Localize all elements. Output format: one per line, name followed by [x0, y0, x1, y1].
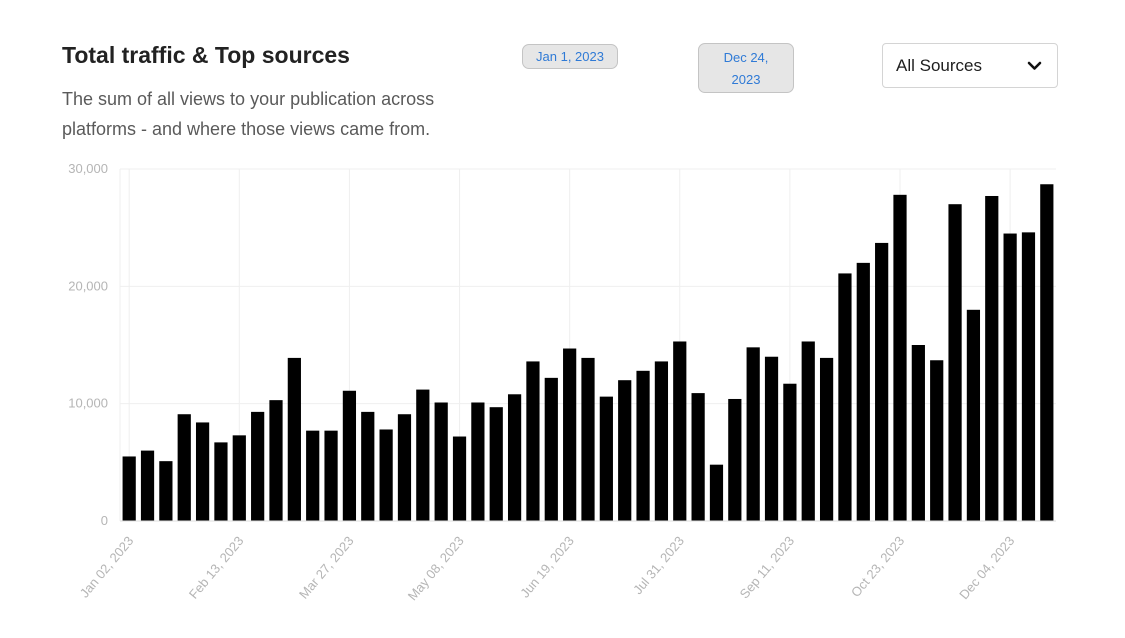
bar [728, 398, 742, 521]
source-select[interactable]: All Sources [882, 43, 1058, 88]
bar [122, 456, 136, 521]
x-tick-label: Jun 19, 2023 [517, 533, 577, 600]
start-date-button[interactable]: Jan 1, 2023 [522, 44, 618, 69]
bar [966, 309, 981, 521]
bar [416, 389, 430, 521]
bar [324, 430, 338, 521]
bar [1021, 232, 1036, 522]
bar [636, 370, 650, 521]
y-tick-label: 10,000 [68, 396, 108, 411]
end-date-button[interactable]: Dec 24, 2023 [698, 43, 794, 93]
x-tick-label: Oct 23, 2023 [848, 533, 907, 600]
bar [673, 341, 687, 521]
bar [893, 194, 907, 521]
source-select-value: All Sources [896, 56, 982, 75]
x-tick-label: Jul 31, 2023 [630, 533, 687, 597]
page-subtitle: The sum of all views to your publication… [62, 89, 435, 139]
bar [819, 357, 834, 521]
bar [177, 414, 191, 521]
bar [452, 436, 467, 521]
bar [195, 422, 210, 521]
bar [214, 442, 228, 521]
chevron-down-icon [1027, 61, 1042, 70]
bar [911, 345, 925, 521]
bar [397, 414, 412, 521]
bar [930, 360, 944, 521]
bar [783, 383, 797, 521]
bar [618, 380, 632, 521]
bar [801, 341, 815, 521]
bar [489, 407, 503, 521]
bar [654, 361, 669, 521]
bar [985, 195, 999, 521]
x-tick-label: Dec 04, 2023 [956, 533, 1017, 602]
x-tick-label: Jan 02, 2023 [77, 533, 137, 600]
bar [599, 396, 613, 521]
bar [306, 430, 320, 521]
bar [581, 357, 595, 521]
x-tick-label: May 08, 2023 [405, 533, 467, 603]
bar [507, 394, 522, 521]
bar [232, 435, 246, 521]
x-tick-label: Sep 11, 2023 [737, 533, 798, 601]
bar [948, 204, 962, 521]
bar [159, 461, 173, 521]
bar [1040, 184, 1054, 521]
end-date-label-line2: 2023 [731, 72, 761, 87]
bar [544, 377, 558, 521]
bar [287, 357, 301, 521]
page-title: Total traffic & Top sources [62, 42, 350, 68]
bar [269, 400, 283, 521]
bar [379, 429, 393, 521]
bar [856, 262, 870, 521]
x-tick-label: Feb 13, 2023 [186, 533, 247, 601]
bar [471, 402, 485, 521]
bar [875, 242, 889, 522]
y-tick-label: 20,000 [68, 278, 108, 293]
bar [746, 347, 760, 521]
bar [361, 411, 375, 521]
bar [342, 390, 357, 521]
y-tick-label: 0 [101, 513, 108, 528]
bar [691, 393, 705, 521]
bar [764, 356, 779, 521]
bar [563, 348, 577, 521]
bar [526, 361, 540, 521]
bar [838, 273, 852, 521]
end-date-label-line1: Dec 24, [723, 50, 769, 65]
bar [1003, 233, 1017, 522]
x-tick-label: Mar 27, 2023 [296, 533, 357, 601]
bar [140, 450, 155, 521]
bar [434, 402, 448, 521]
y-tick-label: 30,000 [68, 161, 108, 176]
bar [251, 411, 265, 521]
bar [709, 464, 724, 521]
start-date-label: Jan 1, 2023 [536, 49, 604, 64]
